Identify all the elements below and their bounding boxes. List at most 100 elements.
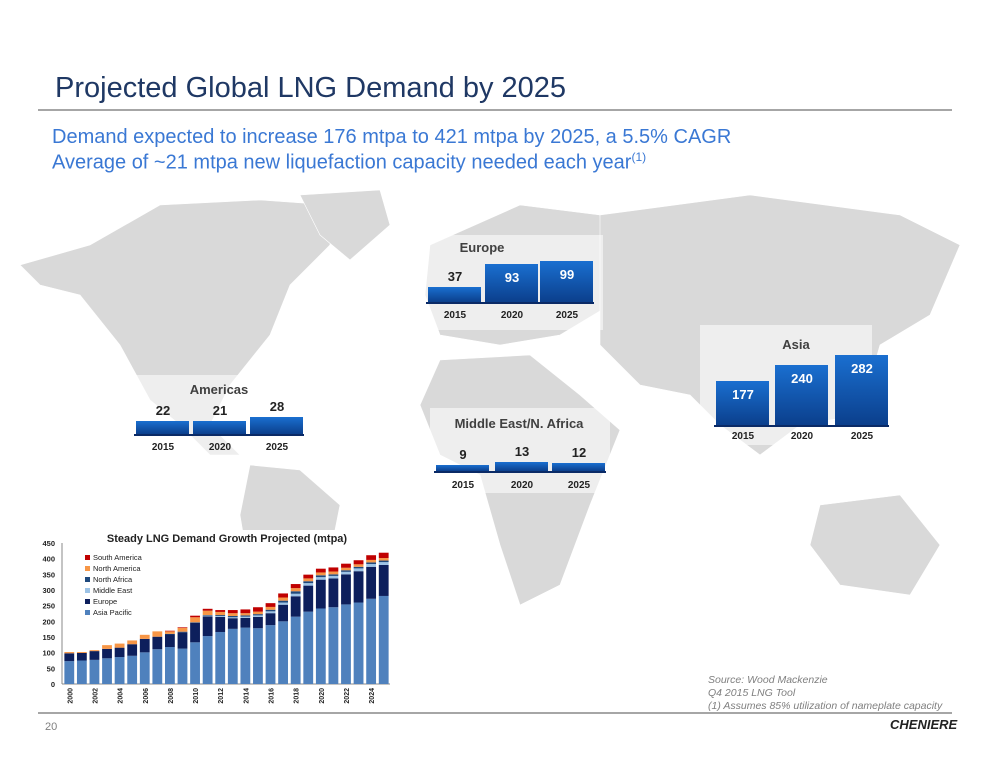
bar-north-america-2023 [353,564,364,567]
x-tick-label: 2020 [319,688,326,704]
bar-north-africa-2015 [253,614,263,616]
bar-north-africa-2025 [378,560,389,563]
legend-label-asia-pacific: Asia Pacific [93,608,132,617]
bar-asia-pacific-2003 [102,658,112,684]
bar-north-america-2011 [202,610,213,616]
bar-asia-pacific-2006 [139,652,150,684]
middle-east-n-africa-year-2020: 2020 [510,480,534,491]
bar-asia-pacific-2004 [114,657,125,684]
asia-value-2020: 240 [791,371,813,386]
americas-value-2015: 22 [155,402,171,418]
bar-middle-east-2014 [240,616,251,618]
bar-middle-east-2015 [253,615,263,617]
bar-europe-2005 [127,644,138,656]
x-tick-label: 2018 [294,688,301,704]
bar-north-america-2025 [378,558,389,561]
bar-north-africa-2014 [240,615,251,617]
bar-asia-pacific-2013 [227,628,238,684]
bar-europe-2017 [278,604,289,622]
x-tick-label: 2004 [118,688,125,704]
bar-north-america-2012 [215,611,226,616]
bar-europe-2011 [202,616,213,637]
source-note: Source: Wood Mackenzie [708,674,828,686]
bar-south-america-2017 [278,593,289,598]
footer-divider [38,712,952,714]
legend-label-middle-east: Middle East [93,586,133,595]
legend-label-north-america: North America [93,564,141,573]
bar-europe-2020 [315,579,326,609]
bar-asia-pacific-2009 [177,648,188,684]
bar-europe-2009 [177,632,188,649]
y-tick-label: 100 [42,649,55,658]
bar-middle-east-2017 [278,602,289,605]
bar-south-america-2014 [240,609,251,614]
bar-europe-2016 [265,613,276,626]
bar-north-america-2018 [290,588,301,592]
bar-middle-east-2019 [303,583,314,586]
x-tick-label: 2022 [344,688,351,704]
bar-middle-east-2016 [265,611,276,614]
bar-europe-2014 [240,617,251,628]
bar-south-america-2012 [215,610,226,612]
bar-europe-2013 [227,618,238,629]
bar-asia-pacific-2001 [76,660,87,684]
tool-note: Q4 2015 LNG Tool [708,687,796,699]
bar-south-america-2025 [378,552,389,559]
y-tick-label: 150 [42,633,55,642]
americas-year-2020: 2020 [208,442,232,453]
x-tick-label: 2010 [193,688,200,704]
bar-middle-east-2022 [341,571,351,575]
y-tick-label: 50 [47,664,55,673]
bar-south-america-2009 [177,627,188,628]
bar-asia-pacific-2000 [64,661,75,684]
europe-year-2025: 2025 [555,310,579,321]
bar-north-america-2022 [341,567,351,571]
bar-north-america-2003 [102,645,112,649]
bar-north-africa-2022 [341,570,351,572]
utilization-note: (1) Assumes 85% utilization of nameplate… [708,700,943,712]
middle-east-n-africa-bar-2015 [436,464,489,473]
y-tick-label: 0 [51,680,55,689]
bar-europe-2022 [341,574,351,605]
bar-north-africa-2011 [202,615,213,616]
bar-europe-2002 [89,651,100,660]
middle-east-n-africa-year-2025: 2025 [567,480,591,491]
bar-north-america-2007 [152,631,163,637]
bar-asia-pacific-2020 [315,608,326,684]
bar-north-america-2016 [265,606,276,610]
europe-value-2020: 93 [504,269,520,285]
legend-swatch-europe [85,599,90,604]
y-tick-label: 250 [42,602,55,611]
asia-value-2015: 177 [732,386,754,402]
bar-north-africa-2018 [290,591,301,594]
bar-north-america-2015 [253,611,263,615]
europe-value-2025: 99 [559,267,575,283]
cheniere-logo: CHENIERE [890,717,958,732]
x-tick-label: 2002 [92,688,99,704]
europe-bar-2020 [485,263,538,304]
americas-bar-2020 [193,421,246,436]
asia-year-2025: 2025 [850,431,874,442]
bar-europe-2019 [303,585,314,612]
legend-swatch-north-africa [85,577,90,582]
bar-asia-pacific-2022 [341,604,351,684]
bar-middle-east-2012 [215,616,226,617]
bar-middle-east-2013 [227,617,238,619]
asia-bar-2015 [716,380,769,427]
bar-north-africa-2008 [164,633,175,635]
bar-middle-east-2024 [366,563,377,567]
bar-south-america-2018 [290,584,301,589]
y-tick-label: 400 [42,555,55,564]
bar-north-africa-2009 [177,631,188,633]
middle-east-n-africa-label: Middle East/N. Africa [454,416,584,431]
bar-south-america-2010 [190,615,200,618]
bar-europe-2001 [76,652,87,661]
stacked-demand-chart: Steady LNG Demand Growth Projected (mtpa… [35,530,395,712]
bar-asia-pacific-2014 [240,627,251,684]
bar-north-america-2008 [164,631,175,634]
americas-value-2020: 21 [212,403,228,419]
bar-europe-2012 [215,616,226,632]
y-tick-label: 300 [42,586,55,595]
x-tick-label: 2012 [218,688,225,704]
